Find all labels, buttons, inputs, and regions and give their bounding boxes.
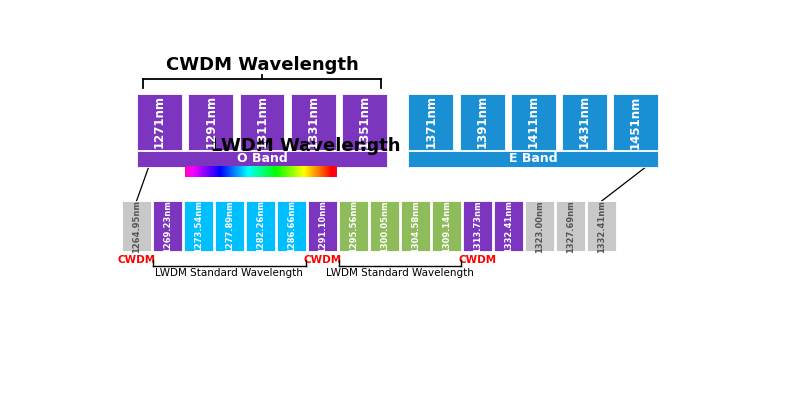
Text: LWDM Wavelength: LWDM Wavelength xyxy=(210,137,400,155)
FancyBboxPatch shape xyxy=(556,201,585,251)
FancyBboxPatch shape xyxy=(409,94,454,150)
FancyBboxPatch shape xyxy=(562,94,607,150)
Text: CWDM: CWDM xyxy=(303,255,342,265)
FancyBboxPatch shape xyxy=(401,201,430,251)
Text: 1351nm: 1351nm xyxy=(358,96,370,148)
Text: 1295.56nm: 1295.56nm xyxy=(349,200,358,253)
Text: 1304.58nm: 1304.58nm xyxy=(411,200,420,253)
FancyBboxPatch shape xyxy=(138,151,386,166)
FancyBboxPatch shape xyxy=(214,201,244,251)
Text: 1273.54nm: 1273.54nm xyxy=(194,200,203,253)
FancyBboxPatch shape xyxy=(432,201,461,251)
Text: 1431nm: 1431nm xyxy=(578,96,591,148)
FancyBboxPatch shape xyxy=(510,94,556,150)
FancyBboxPatch shape xyxy=(122,201,151,251)
Text: E Band: E Band xyxy=(509,153,558,166)
FancyBboxPatch shape xyxy=(370,201,399,251)
FancyBboxPatch shape xyxy=(494,201,523,251)
FancyBboxPatch shape xyxy=(409,151,658,166)
Text: 1309.14nm: 1309.14nm xyxy=(442,200,451,253)
FancyBboxPatch shape xyxy=(338,201,368,251)
FancyBboxPatch shape xyxy=(342,94,386,150)
Text: CWDM: CWDM xyxy=(118,255,155,265)
Text: 1271nm: 1271nm xyxy=(153,96,166,148)
Text: 1264.95nm: 1264.95nm xyxy=(132,200,141,253)
Text: 1391nm: 1391nm xyxy=(475,96,489,148)
Text: 1323.00nm: 1323.00nm xyxy=(535,200,544,253)
FancyBboxPatch shape xyxy=(184,201,213,251)
FancyBboxPatch shape xyxy=(308,201,337,251)
FancyBboxPatch shape xyxy=(239,94,285,150)
Text: 1282.26nm: 1282.26nm xyxy=(256,200,265,253)
FancyBboxPatch shape xyxy=(246,201,275,251)
Text: 1332.41nm: 1332.41nm xyxy=(504,200,513,253)
Text: 1269.23nm: 1269.23nm xyxy=(163,200,172,253)
Text: 1311nm: 1311nm xyxy=(255,96,269,148)
Text: 1313.73nm: 1313.73nm xyxy=(473,200,482,253)
Text: 1300.05nm: 1300.05nm xyxy=(380,200,389,253)
Text: LWDM Standard Wavelength: LWDM Standard Wavelength xyxy=(326,268,474,278)
Text: 1286.66nm: 1286.66nm xyxy=(287,200,296,253)
FancyBboxPatch shape xyxy=(188,94,234,150)
FancyBboxPatch shape xyxy=(138,94,182,150)
Text: 1451nm: 1451nm xyxy=(629,95,642,148)
FancyBboxPatch shape xyxy=(290,94,336,150)
Text: O Band: O Band xyxy=(237,153,287,166)
Text: 1291.10nm: 1291.10nm xyxy=(318,200,327,253)
FancyBboxPatch shape xyxy=(459,94,505,150)
Text: 1331nm: 1331nm xyxy=(306,96,320,148)
FancyBboxPatch shape xyxy=(586,201,616,251)
Text: CWDM Wavelength: CWDM Wavelength xyxy=(166,56,358,74)
Text: 1371nm: 1371nm xyxy=(425,96,438,148)
Text: 1411nm: 1411nm xyxy=(526,96,540,148)
Text: 1277.89nm: 1277.89nm xyxy=(225,200,234,253)
FancyBboxPatch shape xyxy=(613,94,658,150)
Text: 1327.69nm: 1327.69nm xyxy=(566,200,575,253)
Text: CWDM: CWDM xyxy=(458,255,497,265)
Text: 1291nm: 1291nm xyxy=(204,96,218,148)
Text: 1332.41nm: 1332.41nm xyxy=(597,200,606,253)
FancyBboxPatch shape xyxy=(153,201,182,251)
FancyBboxPatch shape xyxy=(525,201,554,251)
FancyBboxPatch shape xyxy=(277,201,306,251)
FancyBboxPatch shape xyxy=(462,201,492,251)
Text: LWDM Standard Wavelength: LWDM Standard Wavelength xyxy=(155,268,303,278)
